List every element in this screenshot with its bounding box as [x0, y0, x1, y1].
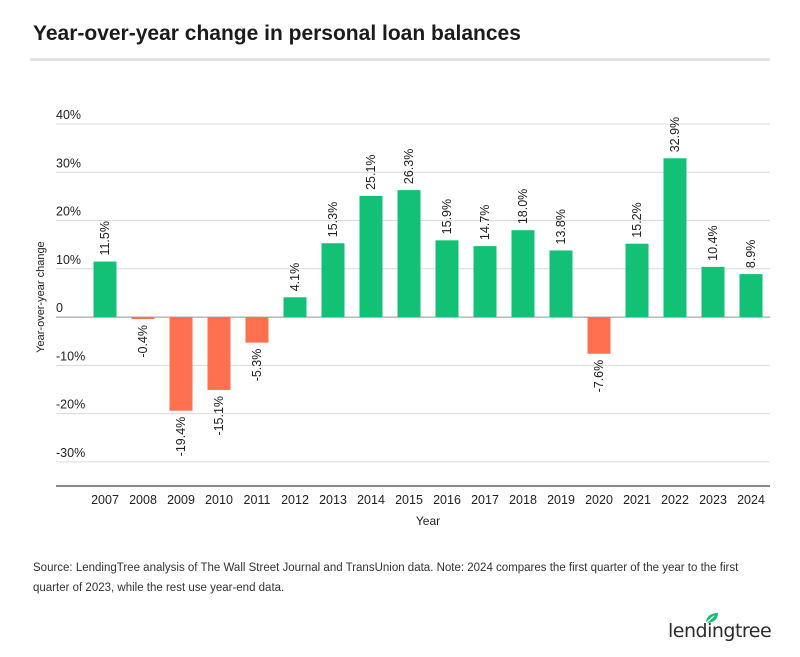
- x-tick-label: 2010: [205, 493, 233, 507]
- y-tick-label: 0: [56, 301, 63, 315]
- x-tick-label: 2018: [509, 493, 537, 507]
- source-note: Source: LendingTree analysis of The Wall…: [33, 562, 739, 594]
- data-label: 26.3%: [402, 149, 416, 184]
- data-label: -7.6%: [592, 360, 606, 393]
- leaf-icon: [705, 613, 718, 624]
- bar: [549, 250, 573, 318]
- y-axis-title: Year-over-year change: [35, 241, 47, 353]
- bar: [321, 243, 345, 318]
- data-label: -0.4%: [136, 325, 150, 358]
- data-label: 14.7%: [478, 205, 492, 240]
- y-tick-label: -20%: [56, 398, 85, 412]
- y-tick-label: 20%: [56, 205, 81, 219]
- bar: [663, 158, 687, 318]
- x-tick-label: 2024: [737, 493, 765, 507]
- chart-title: Year-over-year change in personal loan b…: [33, 22, 521, 45]
- data-label: 15.9%: [440, 199, 454, 234]
- bar-chart: 40% 30% 20% 10% 0 -10% -20% -30% 11.5% 2007 -0.4% 2…: [35, 108, 770, 528]
- data-label: 32.9%: [668, 117, 682, 152]
- y-tick-label: 10%: [56, 253, 81, 267]
- bar: [473, 246, 497, 318]
- bar: [511, 230, 535, 318]
- y-tick-label: 40%: [56, 108, 81, 122]
- brand-name: lendingtree: [668, 620, 772, 642]
- x-tick-label: 2023: [699, 493, 727, 507]
- bar: [93, 261, 117, 318]
- data-label: 18.0%: [516, 189, 530, 224]
- x-tick-label: 2022: [661, 493, 689, 507]
- data-label: 25.1%: [364, 154, 378, 189]
- bar: [359, 195, 383, 318]
- x-tick-label: 2008: [129, 493, 157, 507]
- y-tick-label: -10%: [56, 349, 85, 363]
- data-label: 10.4%: [706, 225, 720, 260]
- bar: [587, 317, 611, 354]
- y-tick-label: -30%: [56, 446, 85, 460]
- data-label: 4.1%: [288, 263, 302, 292]
- data-label: 15.2%: [630, 202, 644, 237]
- data-label: 11.5%: [98, 221, 112, 256]
- bar: [283, 297, 307, 318]
- x-tick-label: 2007: [91, 493, 119, 507]
- y-tick-label: 30%: [56, 156, 81, 170]
- x-tick-label: 2016: [433, 493, 461, 507]
- data-label: -15.1%: [212, 396, 226, 436]
- bar: [625, 243, 649, 318]
- x-tick-label: 2019: [547, 493, 575, 507]
- bar: [207, 317, 231, 390]
- x-tick-label: 2014: [357, 493, 385, 507]
- x-tick-label: 2013: [319, 493, 347, 507]
- data-label: 8.9%: [744, 240, 758, 269]
- bar: [131, 317, 155, 319]
- bar: [739, 274, 763, 318]
- x-tick-label: 2017: [471, 493, 499, 507]
- x-tick-label: 2009: [167, 493, 195, 507]
- bar: [245, 317, 269, 343]
- data-label: -19.4%: [174, 417, 188, 457]
- x-tick-label: 2021: [623, 493, 651, 507]
- data-label: 13.8%: [554, 209, 568, 244]
- lendingtree-logo: lendingtree: [668, 612, 773, 642]
- x-tick-label: 2015: [395, 493, 423, 507]
- x-tick-label: 2020: [585, 493, 613, 507]
- x-axis-title: Year: [416, 514, 440, 528]
- bar: [701, 266, 725, 318]
- x-tick-label: 2012: [281, 493, 309, 507]
- x-tick-label: 2011: [244, 493, 271, 507]
- bar: [435, 240, 459, 318]
- bar: [169, 317, 193, 411]
- bar: [397, 190, 421, 318]
- data-label: 15.3%: [326, 202, 340, 237]
- title-divider: [30, 58, 770, 61]
- data-label: -5.3%: [250, 349, 264, 382]
